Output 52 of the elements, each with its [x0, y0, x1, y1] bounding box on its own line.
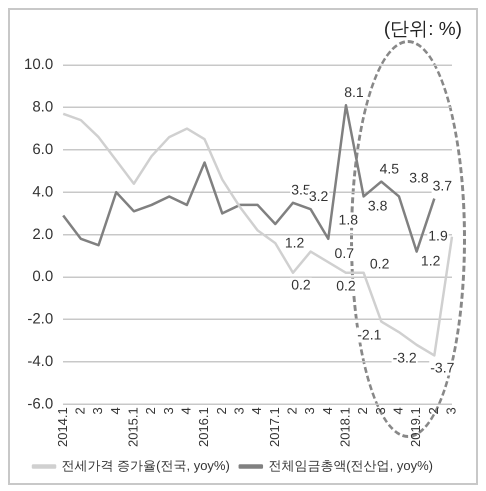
data-label: 0.2: [336, 278, 356, 294]
y-tick-label: 2.0: [32, 226, 54, 243]
data-label: 8.1: [344, 84, 364, 100]
data-label: -3.7: [430, 359, 455, 376]
x-tick-label: 2016.1: [196, 407, 212, 448]
y-tick-label: 6.0: [32, 140, 54, 158]
y-tick-label: 4.0: [32, 183, 54, 200]
data-label: 4.5: [380, 160, 400, 176]
y-tick-label: -2.0: [27, 310, 54, 328]
data-label: 0.2: [291, 276, 311, 293]
data-label: 1.2: [284, 234, 305, 250]
legend-label: 전체임금총액(전산업, yoy%): [268, 458, 433, 474]
y-tick-label: -6.0: [27, 395, 54, 412]
data-label: 1.9: [428, 228, 448, 244]
data-label: 3.8: [368, 197, 388, 214]
x-tick-label: 4: [178, 407, 194, 414]
x-tick-label: 3: [302, 407, 318, 414]
x-tick-label: 2: [214, 407, 229, 414]
y-tick-label: 8.0: [32, 98, 54, 116]
x-tick-label: 2017.1: [266, 407, 282, 448]
x-tick-label: 3: [372, 407, 388, 414]
x-tick-label: 4: [390, 407, 406, 414]
x-tick-label: 2014.1: [54, 407, 70, 448]
data-label: 3.7: [432, 177, 452, 194]
data-label: 1.8: [338, 212, 358, 228]
text: (단위: %): [382, 18, 463, 42]
x-tick-label: 3: [160, 407, 176, 414]
x-tick-label: 4: [108, 407, 123, 414]
x-tick-label: 4: [320, 407, 335, 414]
x-tick-label: 2019.1: [408, 407, 424, 448]
legend-label: 전세가격 증가율(전국, yoy%): [62, 458, 230, 474]
data-label: 0.7: [334, 245, 354, 262]
x-tick-label: 3: [90, 407, 106, 414]
x-tick-label: 4: [249, 407, 264, 414]
data-label: 3.8: [409, 169, 429, 186]
x-tick-label: 2: [284, 407, 300, 414]
x-tick-label: 2: [426, 407, 441, 414]
x-tick-label: 2015.1: [125, 407, 140, 448]
x-tick-label: 3: [444, 407, 459, 414]
y-tick-label: 10.0: [24, 56, 54, 74]
data-label: -2.1: [357, 326, 382, 342]
y-tick-label: 0.0: [32, 268, 54, 286]
data-label: 3.2: [308, 188, 329, 204]
x-tick-label: 2: [355, 407, 370, 414]
x-tick-label: 2: [143, 407, 158, 414]
data-label: 0.2: [370, 256, 390, 272]
data-label: -3.2: [392, 350, 417, 366]
x-tick-label: 2018.1: [338, 407, 353, 448]
x-tick-label: 3: [232, 407, 246, 414]
data-label: 1.2: [420, 252, 441, 268]
x-tick-label: 2: [72, 407, 88, 414]
y-tick-label: -4.0: [27, 352, 54, 370]
